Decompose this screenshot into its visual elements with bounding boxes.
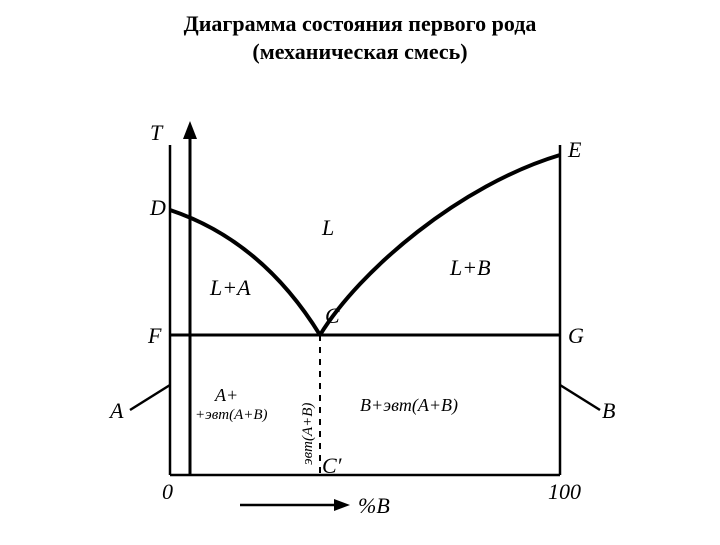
title-line1: Диаграмма состояния первого рода (184, 11, 537, 36)
label-F: F (148, 323, 161, 349)
diagram-stage: T D E L L+A L+B C F G A B A+ +эвт(A+B) B… (0, 65, 720, 545)
label-bottom-left-2: +эвт(A+B) (195, 407, 268, 424)
label-A-outer: A (110, 398, 123, 424)
label-T: T (150, 120, 162, 146)
label-G: G (568, 323, 584, 349)
label-pctB: %B (358, 493, 390, 519)
label-LB: L+B (450, 255, 491, 281)
tick-A (130, 385, 170, 410)
label-D: D (150, 195, 166, 221)
liquidus-left (170, 210, 320, 335)
label-LA: L+A (210, 275, 251, 301)
label-C: C (325, 303, 340, 329)
label-bottom-right: B+эвт(A+B) (360, 395, 458, 416)
label-O: 0 (162, 479, 173, 505)
liquidus-right (320, 155, 560, 335)
label-vertical-evt: эвт(A+B) (300, 403, 317, 465)
diagram-svg (0, 65, 720, 545)
label-L: L (322, 215, 334, 241)
label-C-prime: C′ (322, 453, 342, 479)
label-100: 100 (548, 479, 581, 505)
label-bottom-left-1: A+ (215, 385, 238, 406)
label-B-outer: B (602, 398, 615, 424)
tick-B (560, 385, 600, 410)
x-direction-arrowhead (334, 499, 350, 511)
title-line2: (механическая смесь) (252, 39, 467, 64)
t-axis-arrowhead (183, 121, 197, 139)
label-E: E (568, 137, 581, 163)
